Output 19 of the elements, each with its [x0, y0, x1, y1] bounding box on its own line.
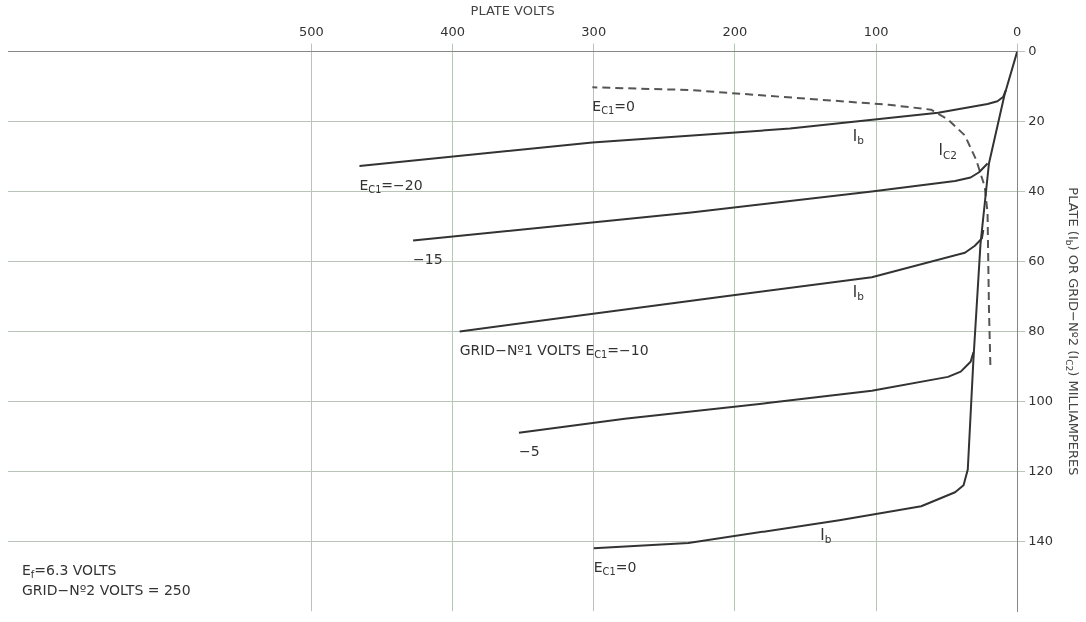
series-label: −15 — [413, 251, 443, 268]
series-label: −5 — [518, 443, 540, 460]
y-tick-label: 20 — [1028, 112, 1045, 128]
x-tick-label: 0 — [1013, 24, 1022, 40]
annotation: GRID−Nº2 VOLTS = 250 — [22, 581, 191, 598]
y-tick-label: 140 — [1028, 532, 1054, 548]
x-tick-label: 500 — [299, 24, 324, 40]
y-tick-label: 120 — [1028, 462, 1054, 478]
x-tick-label: 100 — [863, 24, 889, 40]
y-axis-title: PLATE (Ib) OR GRID−Nº2 (IC2) MILLIAMPERES — [1063, 187, 1081, 476]
x-tick-label: 300 — [581, 24, 607, 40]
y-tick-label: 80 — [1028, 322, 1045, 338]
x-axis-title: PLATE VOLTS — [470, 3, 555, 19]
y-tick-label: 40 — [1028, 182, 1045, 198]
x-tick-label: 200 — [722, 24, 748, 40]
y-tick-label: 100 — [1028, 392, 1054, 408]
y-tick-label: 60 — [1028, 252, 1045, 268]
x-tick-label: 400 — [440, 24, 466, 40]
y-tick-label: 0 — [1028, 42, 1037, 58]
